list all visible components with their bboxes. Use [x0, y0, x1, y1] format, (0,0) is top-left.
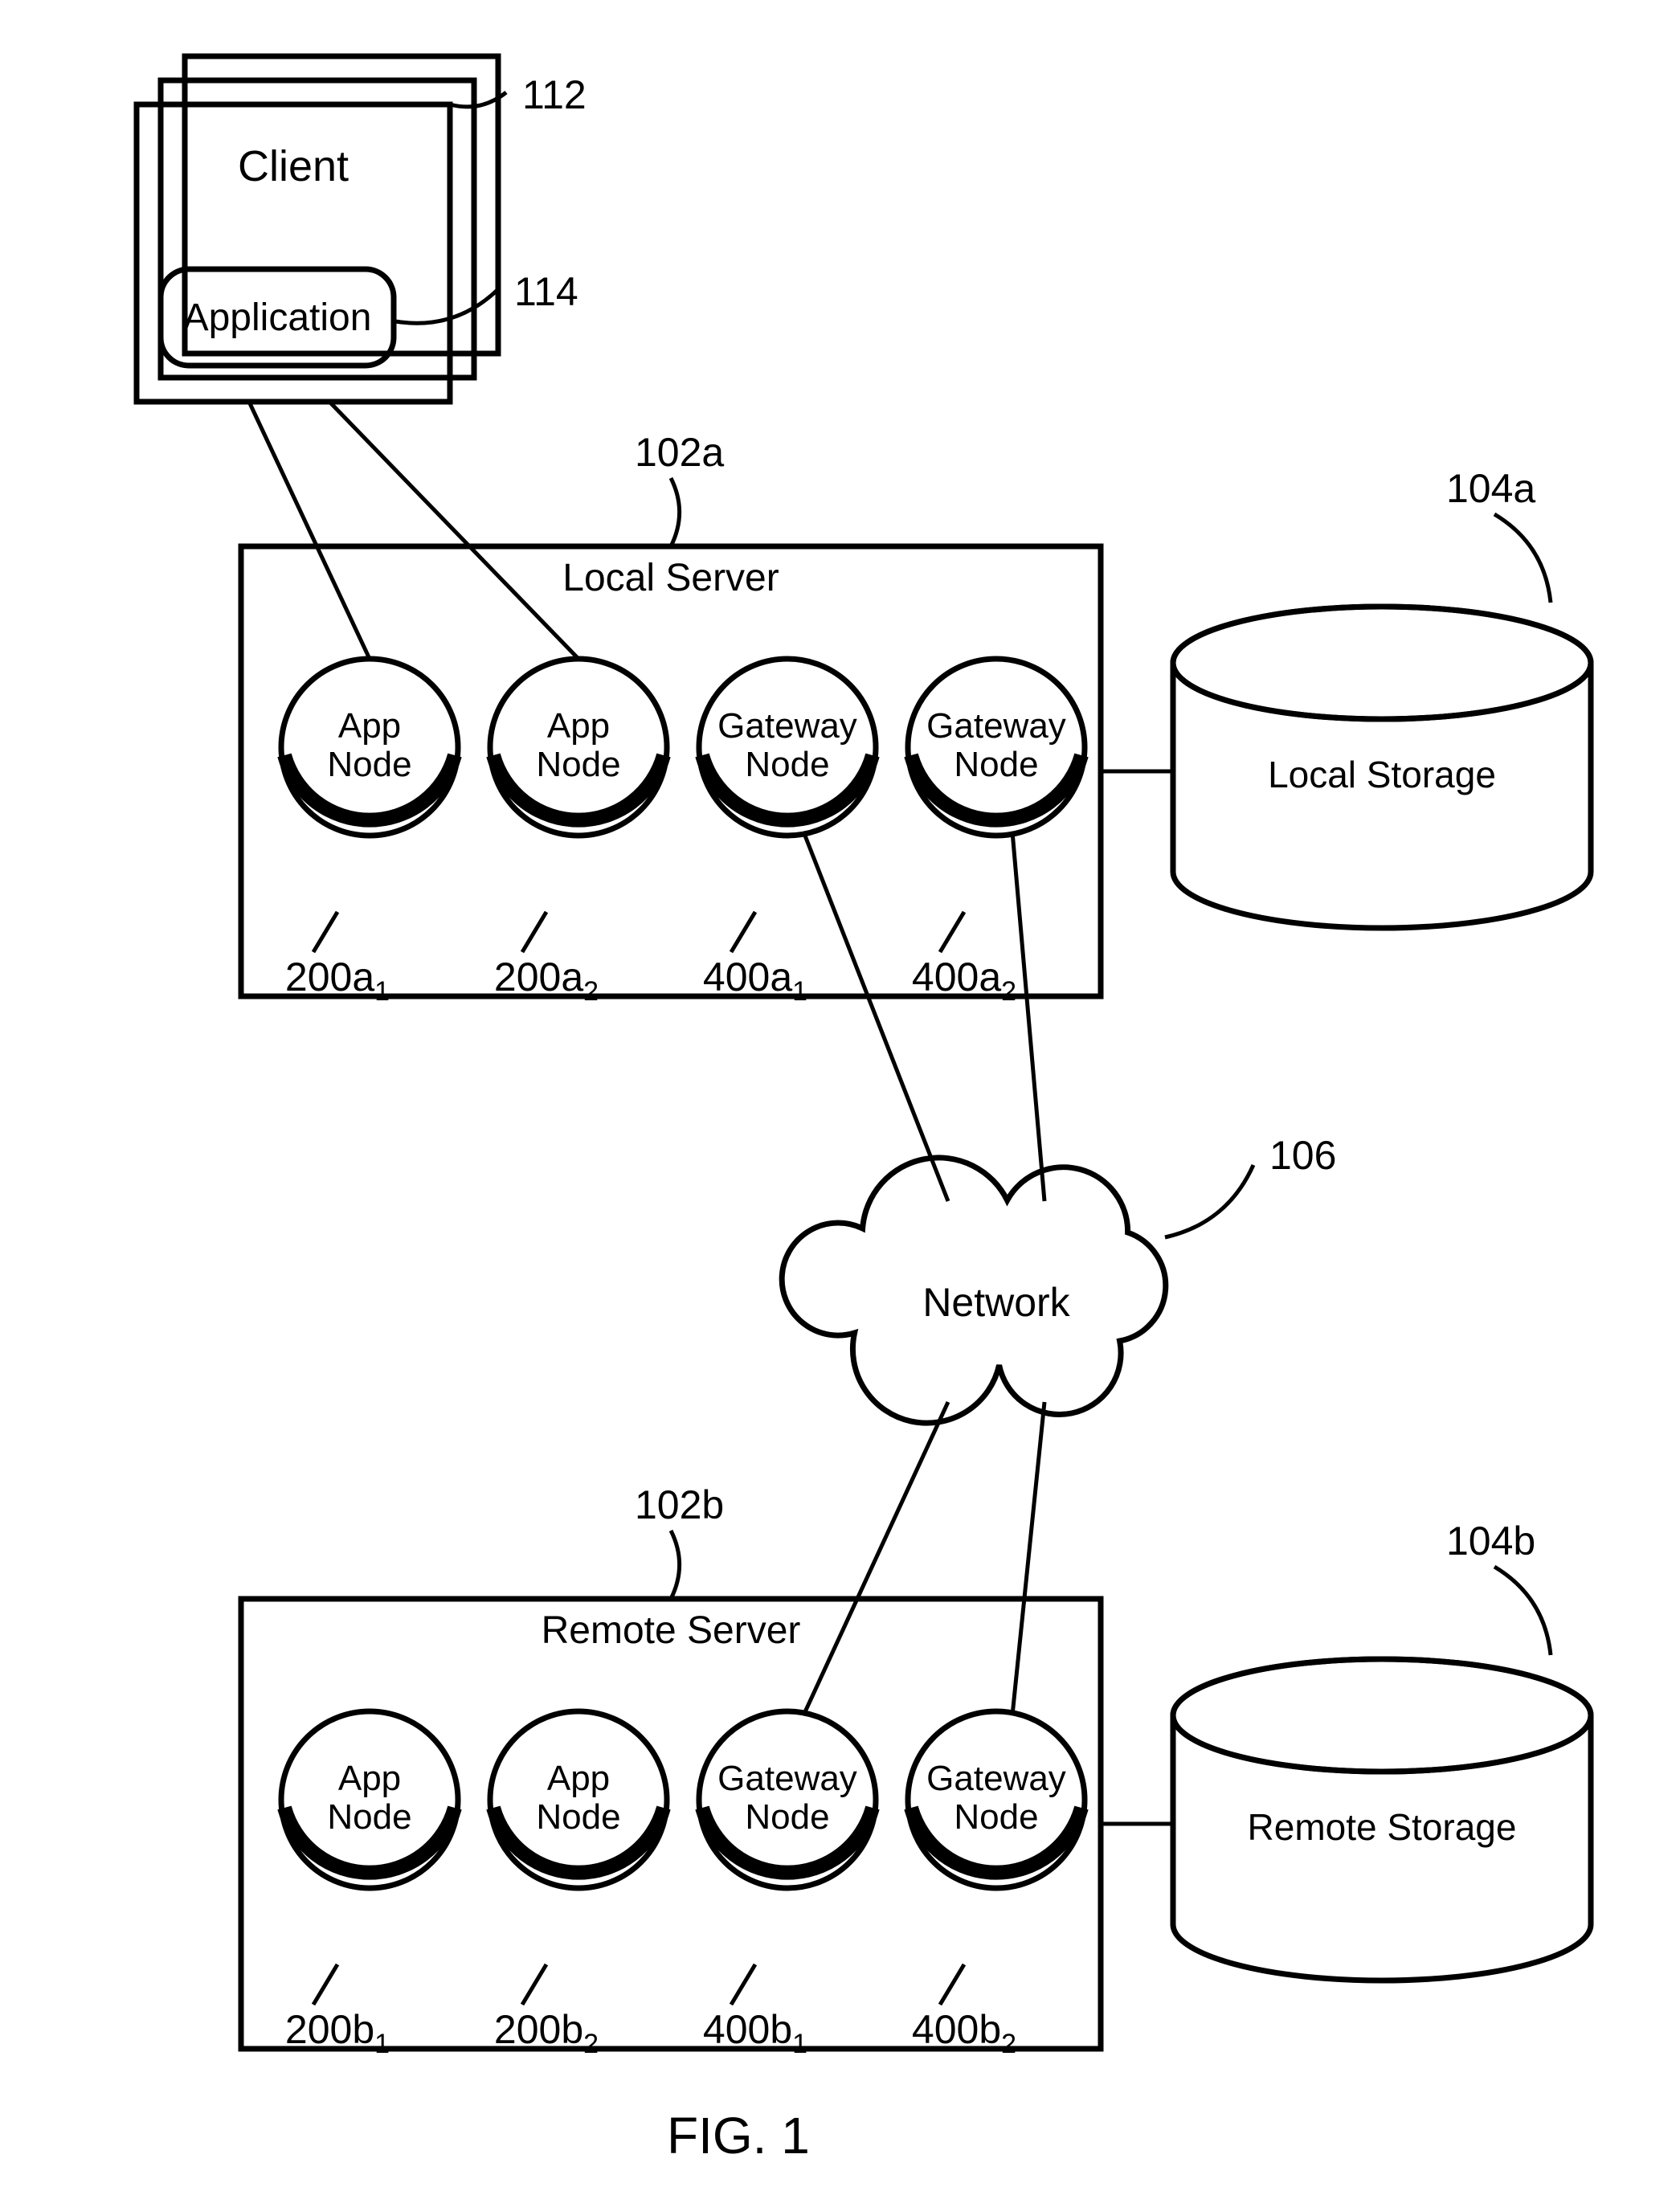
ref-200b1: 200b1: [285, 2007, 390, 2059]
ref-400b2: 400b2: [912, 2007, 1016, 2059]
local_box-title: Local Server: [562, 557, 779, 599]
node-400b2-label: Gateway: [926, 1759, 1066, 1798]
edge-400a2-cloud: [1012, 832, 1044, 1201]
node-400b1-label: Node: [745, 1797, 829, 1837]
ref-104b: 104b: [1446, 1519, 1535, 1564]
node-400a1-label: Gateway: [717, 706, 857, 746]
application-label: Application: [183, 296, 372, 339]
ref-leader: [395, 289, 498, 323]
ref-400b1: 400b1: [703, 2007, 807, 2059]
edge-cloud-400b2: [1012, 1402, 1044, 1715]
ref-leader: [313, 912, 337, 952]
storage-label: Remote Storage: [1248, 1806, 1517, 1848]
storage-top-outline: [1173, 607, 1591, 719]
figure-label: FIG. 1: [667, 2107, 810, 2164]
ref-leader: [1494, 514, 1551, 603]
ref-leader: [940, 1964, 964, 2005]
ref-200a1: 200a1: [285, 954, 390, 1007]
ref-114: 114: [514, 269, 578, 314]
ref-leader: [1494, 1567, 1551, 1655]
node-200b1-label: Node: [327, 1797, 411, 1837]
node-400a1-label: Node: [745, 745, 829, 784]
node-400a2-label: Gateway: [926, 706, 1066, 746]
ref-leader: [313, 1964, 337, 2005]
ref-leader: [731, 1964, 755, 2005]
ref-200a2: 200a2: [494, 954, 599, 1007]
node-400b2-label: Node: [954, 1797, 1038, 1837]
client-title: Client: [238, 142, 349, 190]
ref-102b: 102b: [635, 1482, 724, 1527]
ref-leader: [671, 1531, 680, 1599]
edge-client-200a1: [249, 402, 370, 659]
node-200b2-label: App: [547, 1759, 610, 1798]
edge-400a1-cloud: [803, 832, 948, 1201]
node-400b1-label: Gateway: [717, 1759, 857, 1798]
node-200b2-label: Node: [536, 1797, 620, 1837]
ref-400a1: 400a1: [703, 954, 807, 1007]
remote_box-title: Remote Server: [542, 1609, 801, 1652]
edge-client-200a2: [329, 402, 578, 659]
ref-leader: [731, 912, 755, 952]
node-200a2-label: App: [547, 706, 610, 746]
node-200a1-label: App: [338, 706, 401, 746]
ref-leader: [522, 912, 546, 952]
ref-400a2: 400a2: [912, 954, 1016, 1007]
ref-leader: [1165, 1165, 1253, 1237]
storage-top-outline: [1173, 1659, 1591, 1772]
ref-106: 106: [1269, 1133, 1336, 1178]
ref-102a: 102a: [635, 430, 724, 475]
ref-leader: [522, 1964, 546, 2005]
ref-200b2: 200b2: [494, 2007, 599, 2059]
storage-label: Local Storage: [1268, 754, 1496, 795]
node-200a1-label: Node: [327, 745, 411, 784]
ref-104a: 104a: [1446, 466, 1535, 511]
ref-112: 112: [522, 72, 587, 117]
edge-cloud-400b1: [803, 1402, 948, 1715]
ref-leader: [940, 912, 964, 952]
node-400a2-label: Node: [954, 745, 1038, 784]
node-200a2-label: Node: [536, 745, 620, 784]
ref-leader: [671, 478, 680, 546]
node-200b1-label: App: [338, 1759, 401, 1798]
network-label: Network: [922, 1280, 1070, 1325]
